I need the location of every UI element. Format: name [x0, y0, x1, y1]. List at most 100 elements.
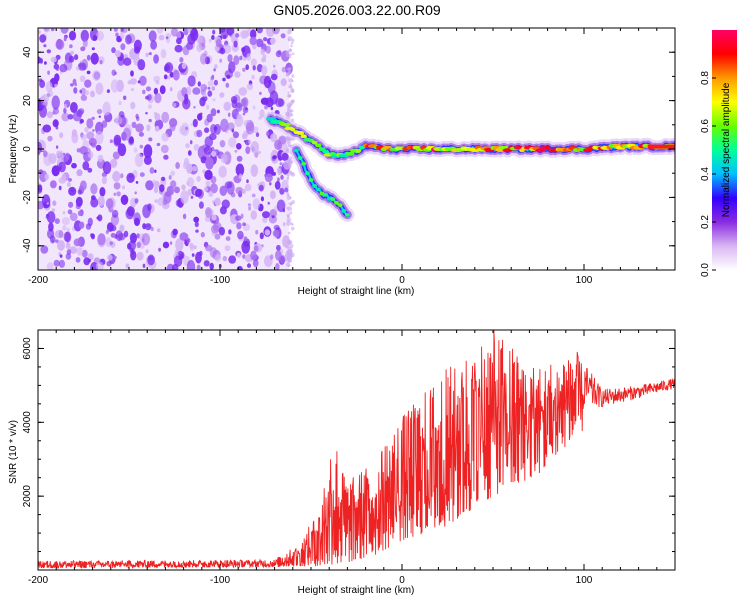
- noise-blob: [76, 247, 83, 256]
- noise-blob: [148, 118, 152, 123]
- noise-blob: [288, 70, 292, 74]
- noise-blob: [66, 227, 70, 233]
- noise-blob: [145, 86, 152, 92]
- noise-blob: [287, 206, 293, 212]
- noise-blob: [46, 111, 54, 119]
- noise-blob: [45, 81, 53, 93]
- colorbar-ticks: 0.0 0.2 0.4 0.6 0.8: [700, 71, 716, 277]
- noise-blob: [181, 184, 186, 191]
- noise-blob: [142, 89, 146, 95]
- noise-blob: [138, 132, 144, 137]
- noise-blob: [136, 233, 140, 239]
- x-tick-label: 0: [399, 275, 405, 286]
- noise-blob: [55, 126, 59, 130]
- noise-blob: [69, 246, 78, 254]
- noise-blob: [141, 233, 151, 246]
- noise-blob: [68, 178, 72, 182]
- noise-blob: [90, 183, 98, 195]
- x-tick-label: 100: [576, 575, 593, 586]
- noise-blob: [238, 87, 248, 96]
- noise-blob: [105, 198, 114, 209]
- noise-blob: [48, 222, 54, 232]
- noise-blob: [252, 259, 259, 268]
- noise-blob: [286, 173, 289, 176]
- noise-blob: [59, 254, 63, 258]
- noise-blob: [153, 87, 159, 95]
- noise-blob: [154, 169, 157, 173]
- noise-blob: [252, 105, 256, 110]
- noise-blob: [113, 28, 118, 32]
- noise-blob: [269, 254, 274, 260]
- noise-blob: [248, 139, 251, 144]
- y-tick-label: 0: [22, 146, 33, 152]
- noise-blob: [290, 226, 295, 231]
- noise-blob: [82, 39, 88, 48]
- noise-blob: [226, 74, 231, 79]
- noise-blob: [98, 115, 102, 118]
- noise-blob: [219, 185, 228, 196]
- noise-blob: [287, 112, 292, 118]
- noise-blob: [84, 126, 89, 133]
- y-tick-label: 40: [22, 46, 33, 58]
- noise-blob: [112, 151, 120, 160]
- noise-blob: [195, 251, 202, 264]
- noise-blob: [59, 132, 64, 139]
- noise-blob: [234, 149, 238, 153]
- noise-blob: [111, 69, 117, 76]
- noise-blob: [252, 65, 256, 71]
- noise-blob: [117, 143, 127, 157]
- noise-blob: [259, 232, 264, 240]
- noise-blob: [186, 177, 195, 188]
- noise-blob: [278, 172, 281, 175]
- noise-blob: [281, 152, 289, 161]
- noise-blob: [47, 135, 53, 142]
- noise-blob: [204, 127, 210, 133]
- noise-blob: [250, 141, 259, 154]
- noise-blob: [86, 118, 94, 129]
- noise-blob: [287, 215, 290, 219]
- noise-blob: [242, 97, 249, 108]
- branch-peak: [330, 197, 336, 202]
- noise-blob: [185, 143, 190, 149]
- noise-blob: [114, 50, 121, 58]
- spectrogram-y-ticks: -40 -20 0 20 40: [22, 27, 675, 271]
- noise-blob: [270, 37, 276, 45]
- signal-peak: [290, 127, 296, 132]
- noise-blob: [109, 158, 118, 168]
- noise-blob: [124, 198, 128, 203]
- noise-blob: [70, 50, 74, 55]
- noise-blob: [120, 194, 129, 205]
- noise-blob: [279, 187, 285, 195]
- noise-blob: [38, 56, 42, 64]
- noise-blob: [148, 137, 153, 142]
- noise-blob: [102, 101, 111, 116]
- noise-blob: [139, 144, 144, 149]
- noise-blob: [54, 218, 60, 225]
- noise-blob: [249, 36, 257, 46]
- noise-blob: [236, 252, 241, 258]
- noise-blob: [250, 250, 257, 261]
- noise-blob: [130, 232, 137, 244]
- noise-blob: [50, 180, 57, 189]
- noise-blob: [110, 79, 119, 93]
- noise-blob: [145, 52, 149, 58]
- noise-blob: [136, 251, 144, 261]
- noise-blob: [113, 182, 121, 190]
- noise-blob: [206, 113, 213, 123]
- noise-blob: [187, 188, 192, 196]
- noise-blob: [205, 207, 212, 218]
- noise-blob: [69, 212, 78, 222]
- noise-blob: [44, 61, 47, 65]
- branch-peak: [312, 183, 318, 188]
- noise-blob: [146, 94, 152, 101]
- signal-peak: [322, 149, 329, 154]
- noise-blob: [270, 73, 278, 81]
- noise-blob: [286, 179, 289, 182]
- noise-blob: [115, 32, 119, 37]
- noise-blob: [113, 192, 117, 196]
- snr-series: [38, 330, 675, 570]
- noise-blob: [263, 37, 268, 42]
- noise-blob: [50, 28, 55, 32]
- noise-blob: [219, 28, 226, 33]
- noise-blob: [192, 118, 198, 128]
